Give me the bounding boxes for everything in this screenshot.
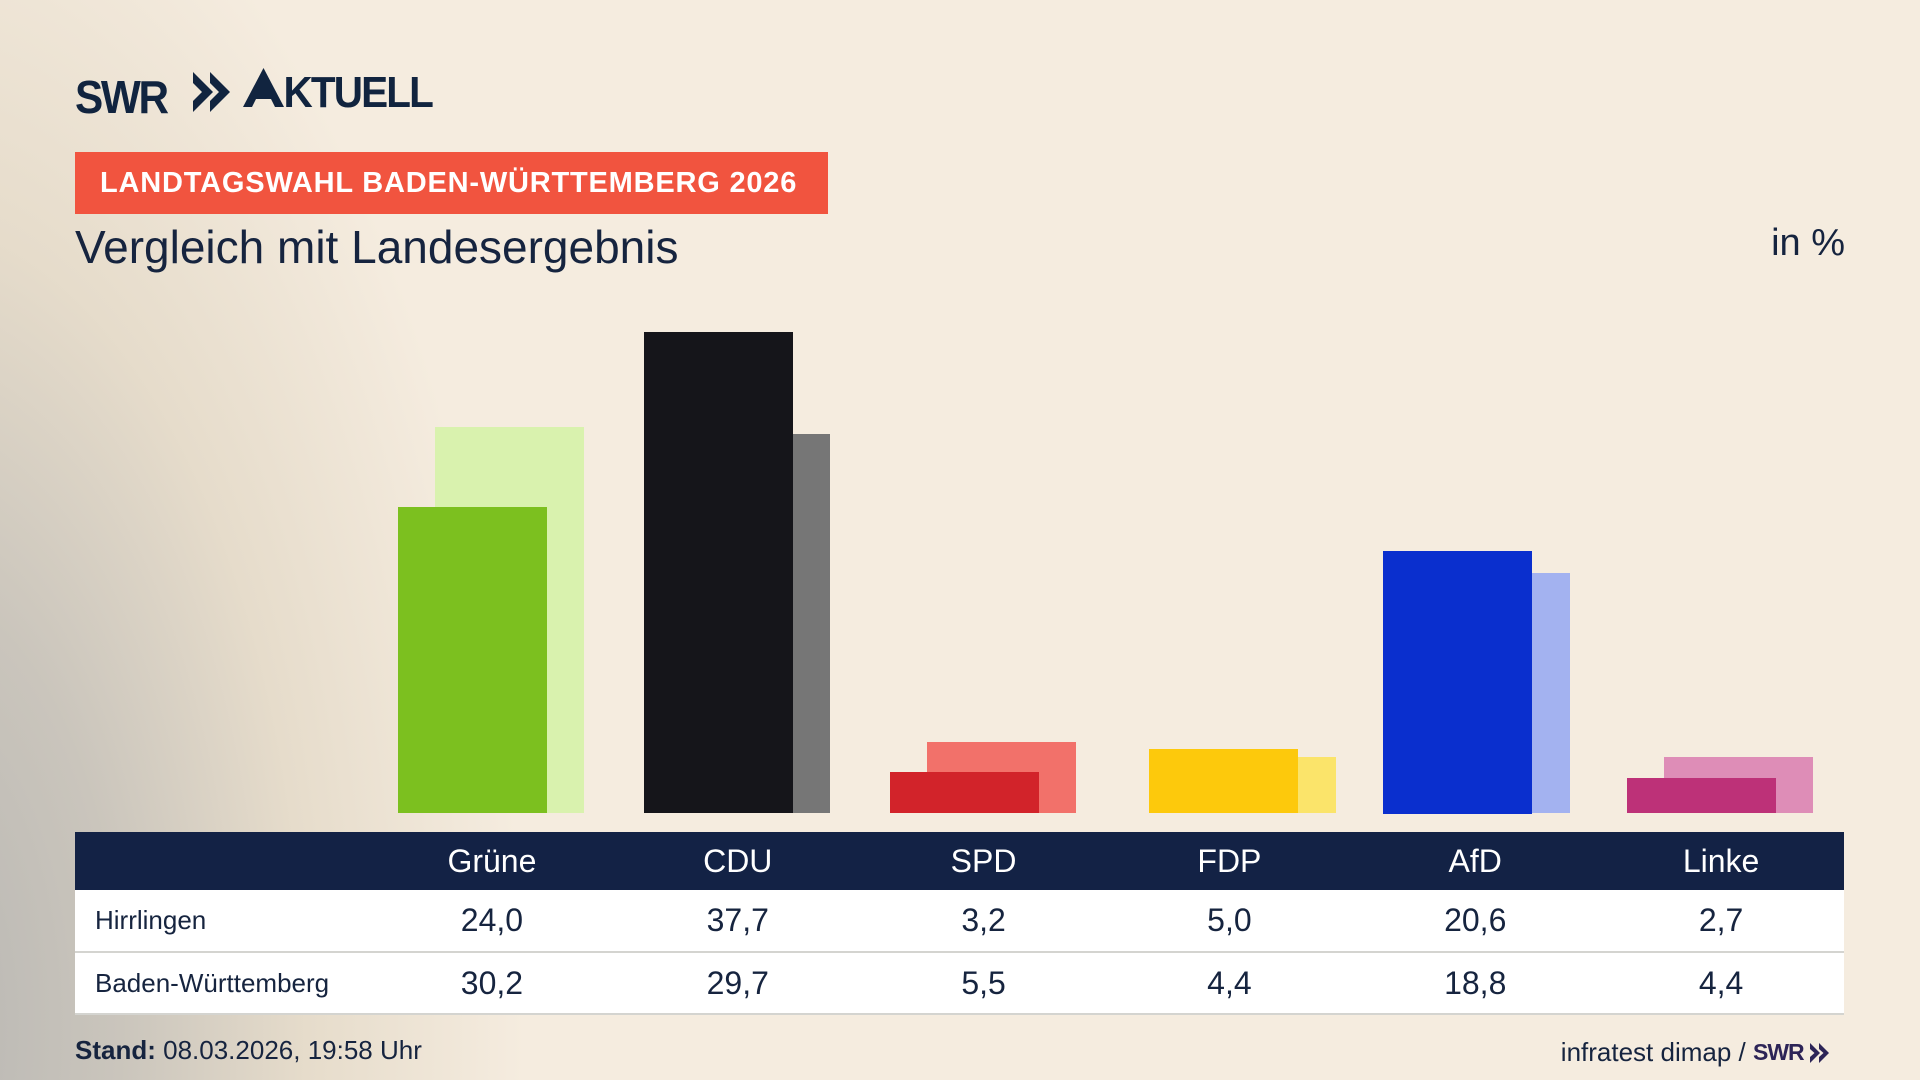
svg-text:SWR: SWR — [75, 72, 168, 123]
svg-text:SWR: SWR — [1753, 1040, 1805, 1065]
svg-text:KTUELL: KTUELL — [283, 68, 433, 116]
